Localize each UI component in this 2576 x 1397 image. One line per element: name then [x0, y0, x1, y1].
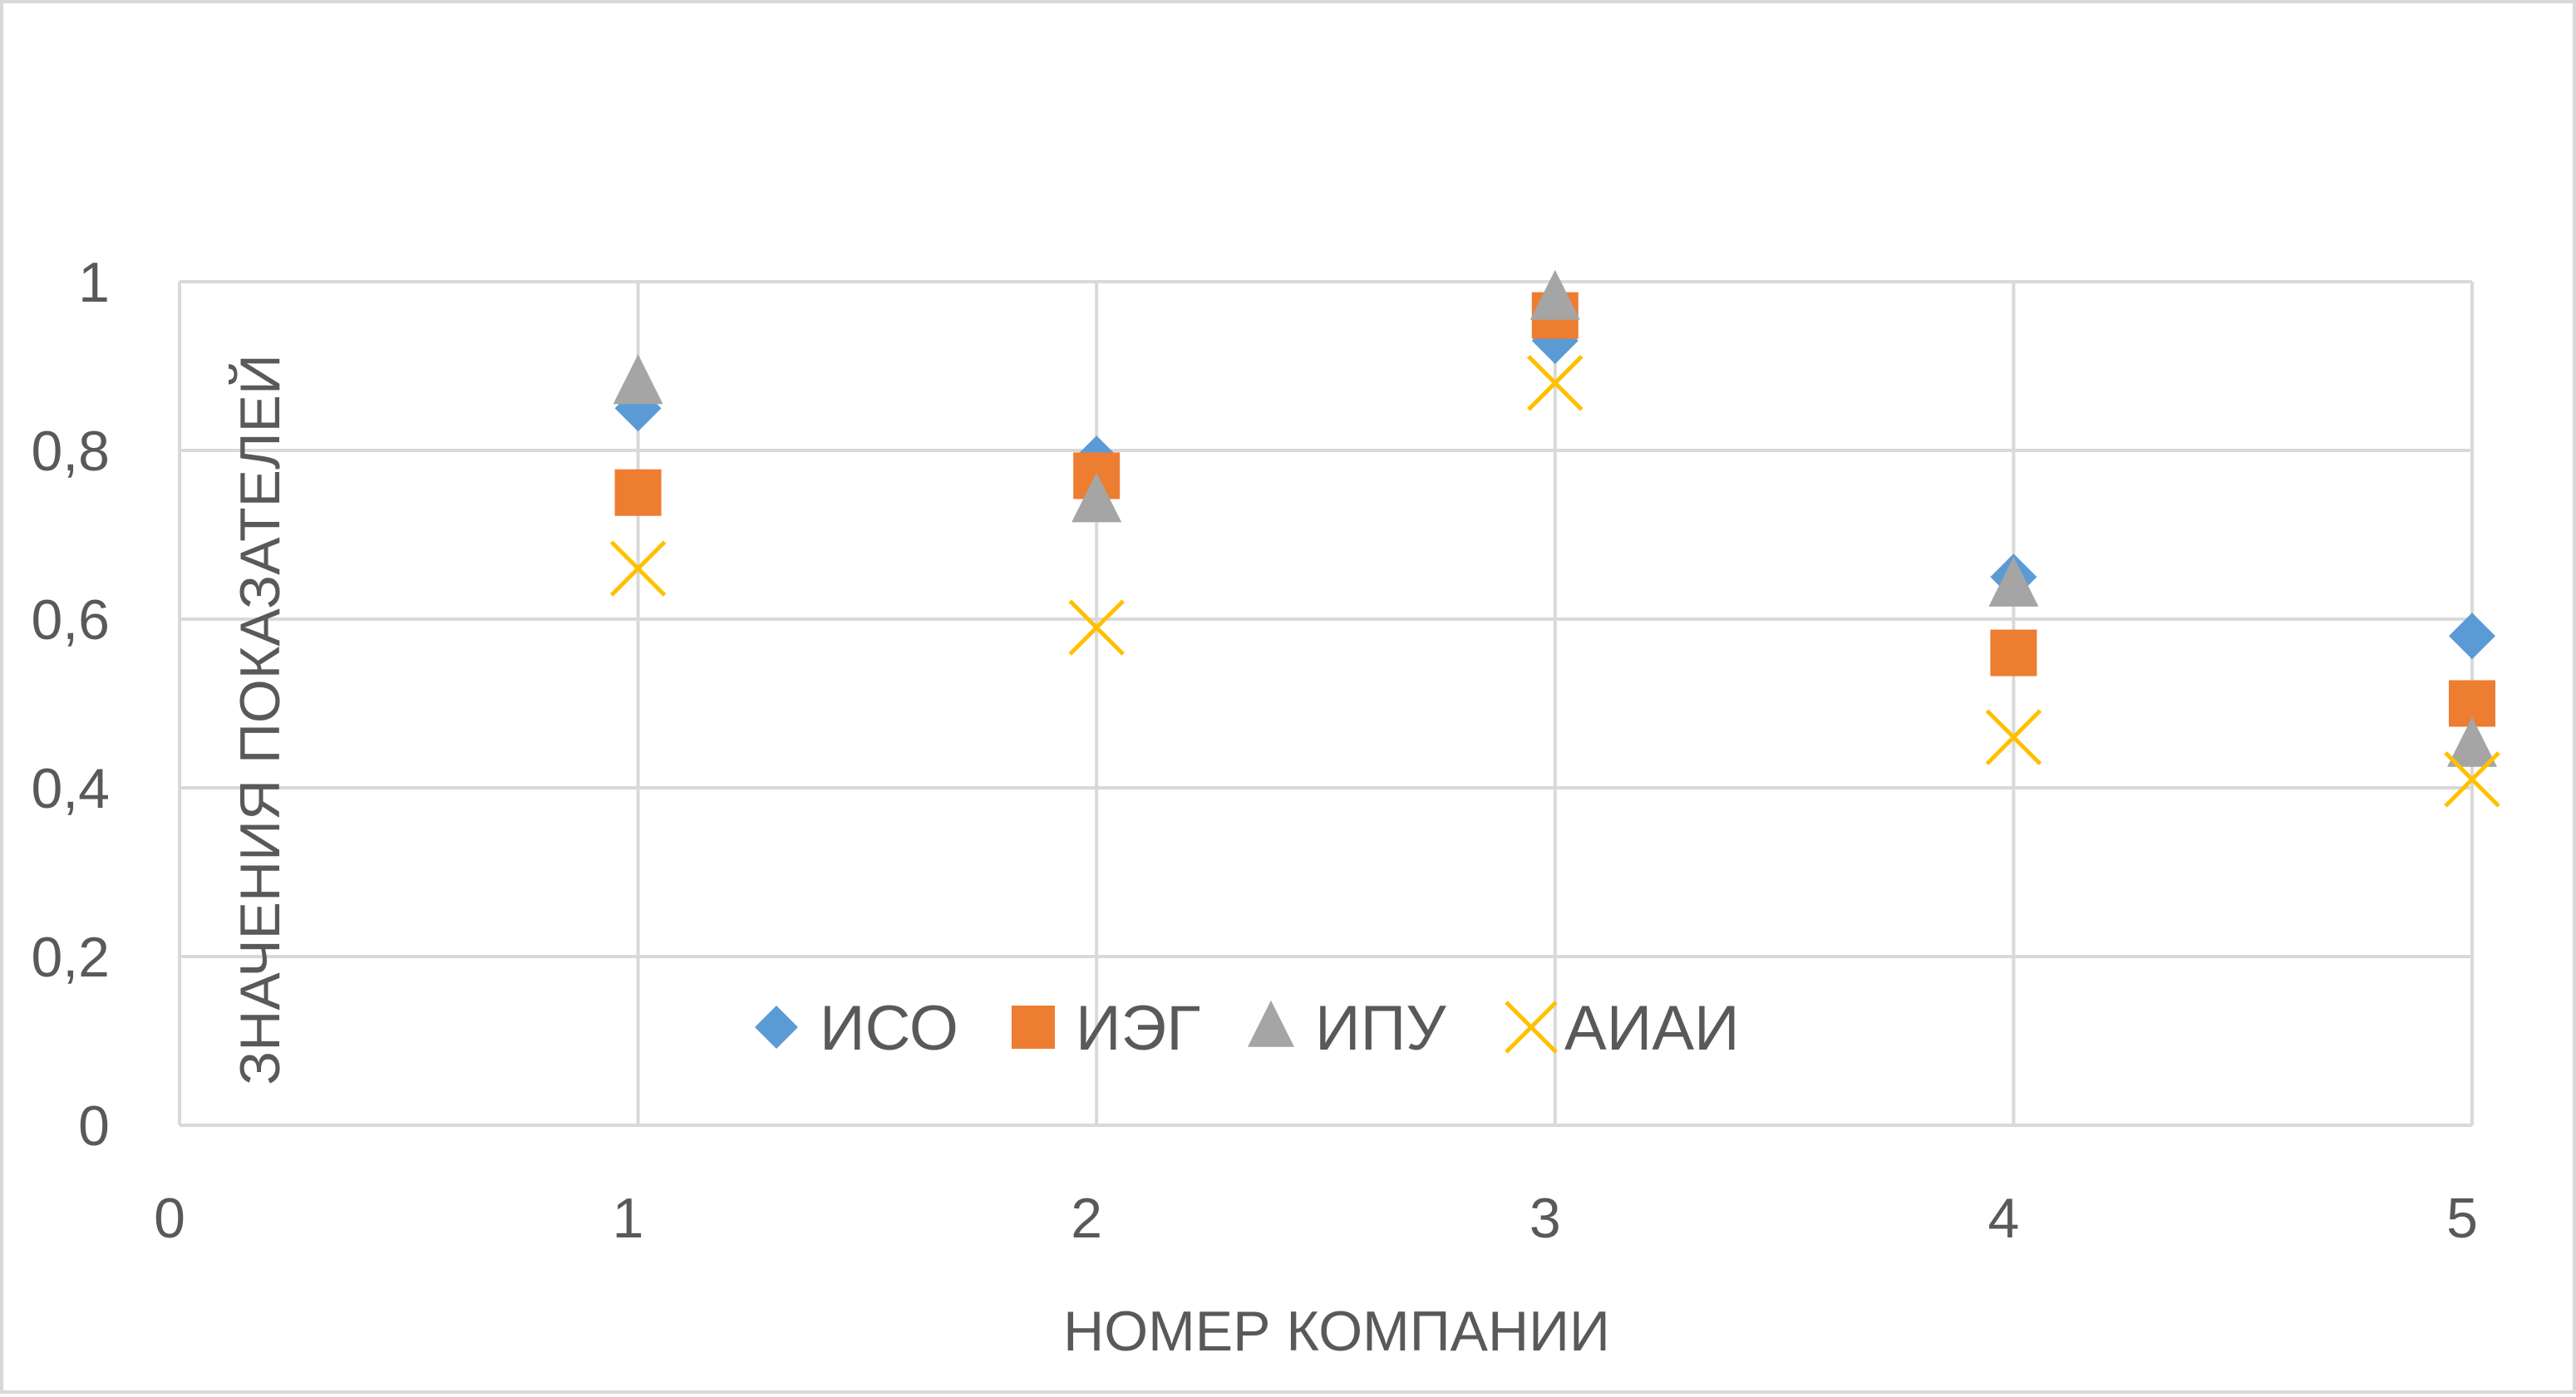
data-point — [1068, 599, 1125, 656]
scatter-chart: 0 0,2 0,4 0,6 0,8 1 0 1 2 3 4 5 ИСО ИЭГ ИПУ АИАИ ЗНАЧЕ… — [31, 251, 2500, 1363]
data-point — [613, 354, 663, 405]
data-point — [2449, 612, 2495, 660]
data-point — [614, 469, 662, 516]
legend-item: ИЭГ — [1012, 993, 1200, 1064]
y-axis-title: ЗНАЧЕНИЯ ПОКАЗАТЕЛЕЙ — [228, 354, 292, 1085]
legend-item: ИПУ — [1248, 993, 1446, 1064]
x-axis-title: НОМЕР КОМПАНИИ — [1063, 1300, 1610, 1363]
x-tick-label: 0 — [154, 1187, 185, 1250]
data-point — [1529, 269, 1580, 320]
y-tick-label: 1 — [78, 251, 110, 314]
x-tick-label: 1 — [613, 1187, 644, 1250]
legend-label: АИАИ — [1564, 993, 1740, 1064]
grid-layer — [178, 280, 2474, 1127]
legend-label: ИПУ — [1315, 993, 1446, 1064]
data-point — [1988, 556, 2039, 607]
data-point — [1990, 629, 2037, 676]
series-group — [609, 355, 2500, 808]
legend-label: ИСО — [820, 993, 958, 1064]
x-tick-label: 5 — [2446, 1187, 2478, 1250]
legend-marker — [1505, 1001, 1558, 1054]
data-point — [2444, 751, 2500, 808]
legend-label: ИЭГ — [1076, 993, 1200, 1064]
data-point — [1071, 472, 1122, 523]
data-marker-layer — [609, 269, 2500, 808]
y-tick-label: 0,6 — [31, 588, 110, 652]
y-tick-label: 0,4 — [31, 757, 110, 820]
y-tick-label: 0 — [78, 1094, 110, 1158]
x-tick-label: 4 — [1987, 1187, 2019, 1250]
y-tick-label: 0,2 — [31, 926, 110, 989]
legend-marker — [1012, 1006, 1055, 1049]
legend-marker — [755, 1006, 798, 1049]
data-point — [2447, 716, 2497, 767]
x-tick-label: 2 — [1071, 1187, 1102, 1250]
legend-marker — [1248, 1000, 1294, 1047]
data-point — [1985, 709, 2042, 765]
x-tick-label: 3 — [1529, 1187, 1561, 1250]
data-point — [1527, 355, 1584, 411]
y-tick-label: 0,8 — [31, 420, 110, 483]
legend: ИСО ИЭГ ИПУ АИАИ — [755, 993, 1740, 1064]
legend-item: АИАИ — [1505, 993, 1740, 1064]
legend-item: ИСО — [755, 993, 958, 1064]
data-point — [609, 540, 667, 597]
tick-label-layer: 0 0,2 0,4 0,6 0,8 1 0 1 2 3 4 5 — [31, 251, 2477, 1250]
series-group — [613, 269, 2497, 767]
